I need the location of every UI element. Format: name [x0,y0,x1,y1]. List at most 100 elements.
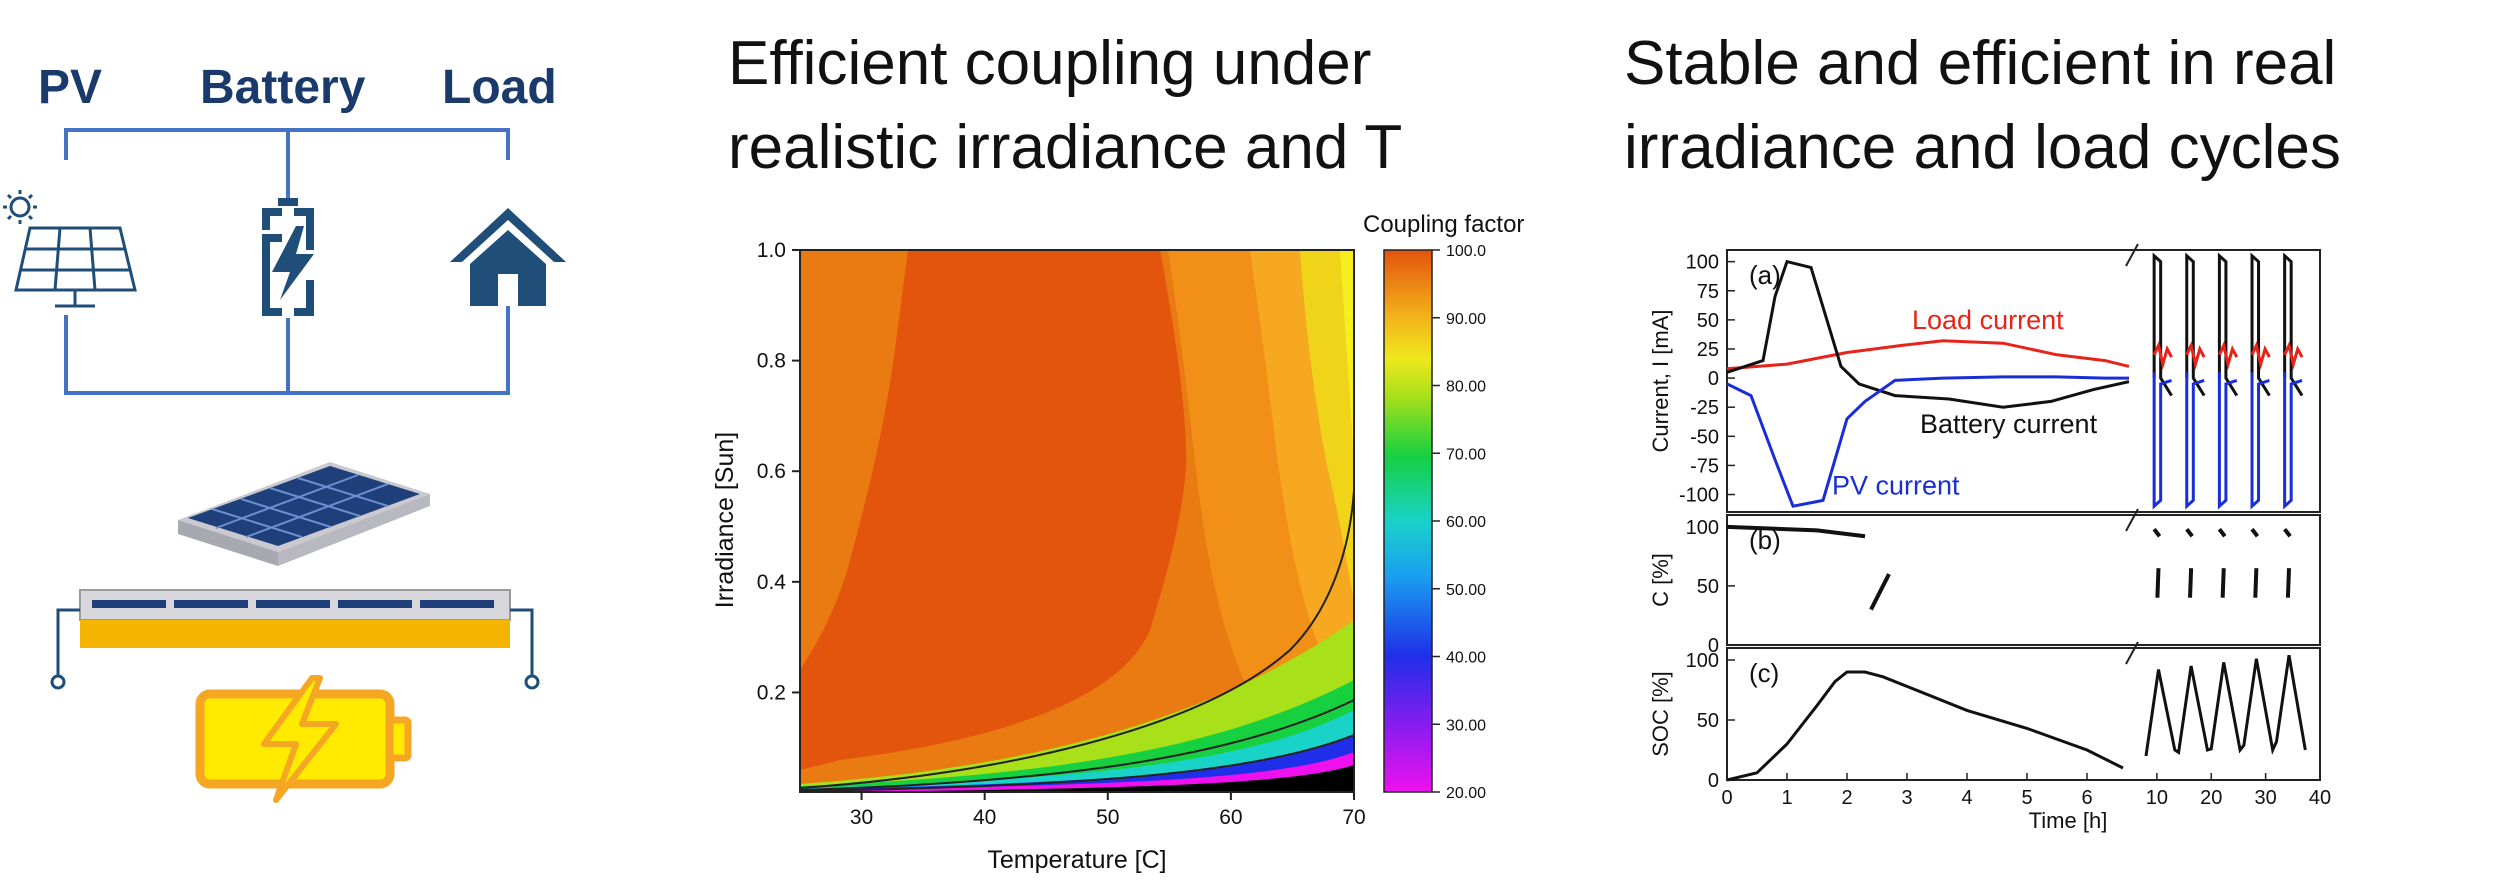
panel-y-tick-label: 50 [1697,310,1719,332]
colorbar [1383,249,1433,793]
series-x-tick-label: 20 [2200,787,2222,809]
panel-id-label: (b) [1749,525,1781,555]
axis-break-mark [2125,243,2139,267]
panel-y-tick-label: 0 [1708,770,1719,792]
pv-current-label: PV current [1832,471,1960,501]
solar-module-on-battery-illustration [50,462,540,690]
cycling-title-line2: irradiance and load cycles [1624,113,2341,182]
contour-x-tick-label: 70 [1342,806,1365,829]
series-line [1726,670,2124,782]
battery-label: Battery [200,61,366,114]
contour-y-tick-label: 0.8 [757,350,786,373]
load-label: Load [442,61,557,114]
coupling-trace [2155,568,2161,598]
soc-cycle-line [2144,654,2307,757]
contour-y-axis-label: Irradiance [Sun] [711,432,739,609]
panel-y-axis-label: SOC [%] [1648,671,1673,757]
cycle-battery-current [2250,252,2271,397]
panel-y-tick-label: -100 [1679,485,1719,507]
contour-y-tick-label: 0.6 [757,460,786,483]
series-x-tick-label: 1 [1781,787,1792,809]
coupling-trace [2217,527,2227,538]
panel-y-tick-label: -25 [1690,397,1719,419]
coupling-trace [1869,573,1891,611]
colorbar-tick-label: 70.00 [1446,446,1486,463]
contour-title-line2: realistic irradiance and T [728,113,1403,182]
coupling-trace [2283,527,2292,538]
cycle-load-current [2250,340,2271,371]
cycle-pv-current [2250,372,2270,510]
contour-y-tick-label: 0.2 [757,681,786,704]
axis-break-mark [2125,641,2139,665]
cycle-load-current [2283,340,2304,371]
coupling-trace [2285,568,2292,598]
contour-x-tick-label: 40 [973,806,996,829]
contour-x-tick-label: 30 [850,806,873,829]
charging-battery-icon [195,675,412,803]
colorbar-tick-label: 90.00 [1446,311,1486,328]
panel-y-axis-label: Current, I [mA] [1648,309,1673,452]
cycle-pv-current [2217,372,2238,510]
series-x-tick-label: 4 [1961,787,1972,809]
cycle-pv-current [2283,372,2303,510]
load-current-label: Load current [1912,305,2064,335]
panel-y-tick-label: 75 [1697,281,1719,303]
cycle-battery-current [2152,252,2173,397]
coupling-trace [2220,568,2226,598]
contour-title-line1: Efficient coupling under [728,29,1372,98]
panel-a: (a) 100 75 50 25 0 -25 -50 -75 -100 Current, I [mA… [1648,243,2321,513]
series-x-tick-label: 6 [2081,787,2092,809]
pv-label: PV [38,61,103,114]
cycling-title-line1: Stable and efficient in real [1624,29,2337,98]
cycle-battery-current [2217,252,2239,397]
coupling-trace [2253,568,2259,598]
contour-y-tick-label: 0.4 [757,571,787,594]
cycle-load-current [2185,340,2206,371]
cycle-pv-current [2185,372,2205,510]
colorbar-tick-label: 60.00 [1446,514,1486,531]
colorbar-tick-label: 50.00 [1446,582,1486,599]
series-line [1726,259,2130,409]
panel-y-tick-label: 0 [1708,368,1719,390]
panel-id-label: (c) [1749,658,1779,688]
contour-x-axis-label: Temperature [C] [987,846,1166,874]
coupling-trace [2152,527,2162,538]
axis-break-mark [2125,508,2139,532]
coupling-trace [2250,527,2260,538]
panel-y-tick-label: -75 [1690,455,1719,477]
series-x-tick-label: 10 [2146,787,2168,809]
colorbar-tick-label: 80.00 [1446,379,1486,396]
panel-frame [1726,647,2321,781]
panel-b: (b) 0 50 100 C [%] [1648,508,2321,657]
series-x-tick-label: 3 [1901,787,1912,809]
panel-y-axis-label: C [%] [1648,553,1673,607]
coupling-trace [2185,527,2194,538]
colorbar-tick-label: 40.00 [1446,650,1486,667]
panel-y-tick-label: 100 [1686,650,1719,672]
colorbar-tick-label: 100.0 [1446,243,1486,260]
panel-y-tick-label: 100 [1686,252,1719,274]
cycle-battery-current [2283,252,2304,397]
colorbar-tick-label: 30.00 [1446,717,1486,734]
cycle-load-current [2218,340,2239,371]
contour-x-tick-label: 60 [1219,806,1242,829]
series-x-tick-label: 2 [1841,787,1852,809]
solar-panel-icon [3,190,137,308]
panel-c: (c) 0 50 100 SOC [%] [1648,641,2321,792]
system-schematic [3,128,566,803]
colorbar-tick-label: 20.00 [1446,785,1486,802]
panel-a-series-labels: Load current Battery current PV current [1832,305,2098,500]
panel-frame [1726,514,2321,646]
cycling-segment [1726,252,2307,757]
circuit-wires [64,128,510,395]
panel-frame [1726,249,2321,513]
panel-y-tick-label: 100 [1686,517,1719,539]
cycle-pv-current [2152,372,2172,510]
series-x-tick-label: 40 [2309,787,2331,809]
panel-y-tick-label: 0 [1708,635,1719,657]
battery-charging-icon [262,198,314,316]
series-x-tick-label: 30 [2254,787,2276,809]
series-x-tick-label: 5 [2021,787,2032,809]
panel-y-tick-label: 50 [1697,710,1719,732]
cycle-load-current [2152,340,2173,371]
